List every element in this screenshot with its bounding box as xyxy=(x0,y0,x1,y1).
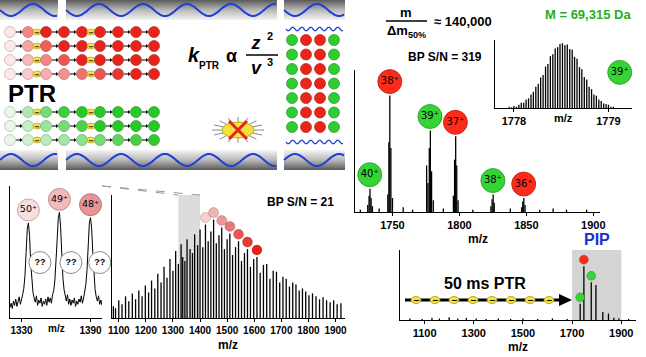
svg-text:PTR: PTR xyxy=(8,80,56,107)
svg-text:m/z: m/z xyxy=(554,112,573,124)
svg-text:1400: 1400 xyxy=(189,325,212,336)
svg-text:36⁺: 36⁺ xyxy=(515,178,533,189)
svg-text:−: − xyxy=(34,29,40,37)
svg-text:1800: 1800 xyxy=(297,325,320,336)
svg-text:m/z: m/z xyxy=(508,340,528,354)
svg-text:−: − xyxy=(489,296,496,305)
svg-text:PTR: PTR xyxy=(199,60,220,71)
svg-text:−: − xyxy=(88,109,94,117)
svg-text:−: − xyxy=(34,43,40,51)
svg-text:1300: 1300 xyxy=(462,327,486,339)
svg-text:−: − xyxy=(34,123,40,131)
svg-text:1330: 1330 xyxy=(10,325,33,336)
svg-text:v: v xyxy=(251,58,262,78)
svg-text:1500: 1500 xyxy=(216,325,239,336)
svg-text:50⁺: 50⁺ xyxy=(20,203,37,214)
svg-text:1100: 1100 xyxy=(413,327,437,339)
svg-text:α: α xyxy=(226,46,237,66)
svg-text:??: ?? xyxy=(34,257,45,267)
svg-text:1750: 1750 xyxy=(380,219,404,231)
svg-text:−: − xyxy=(88,123,94,131)
svg-text:38⁺: 38⁺ xyxy=(381,75,399,86)
svg-text:m: m xyxy=(400,5,412,20)
svg-text:−: − xyxy=(432,296,439,305)
svg-text:−: − xyxy=(34,57,40,65)
svg-text:−: − xyxy=(88,71,94,79)
svg-text:1900: 1900 xyxy=(609,327,633,339)
svg-text:−: − xyxy=(413,296,420,305)
svg-text:−: − xyxy=(88,43,94,51)
svg-text:1390: 1390 xyxy=(79,325,102,336)
svg-text:BP S/N = 319: BP S/N = 319 xyxy=(408,50,482,64)
svg-text:−: − xyxy=(470,296,477,305)
svg-text:M = 69,315 Da: M = 69,315 Da xyxy=(545,7,631,22)
svg-text:??: ?? xyxy=(94,257,105,267)
svg-text:−: − xyxy=(34,71,40,79)
svg-text:38⁺: 38⁺ xyxy=(484,174,502,185)
svg-text:≈ 140,000: ≈ 140,000 xyxy=(434,14,492,29)
svg-text:−: − xyxy=(451,296,458,305)
svg-text:m/z: m/z xyxy=(218,338,238,352)
svg-text:−: − xyxy=(546,296,553,305)
svg-text:1700: 1700 xyxy=(560,327,584,339)
svg-text:−: − xyxy=(34,109,40,117)
svg-text:−: − xyxy=(34,137,40,145)
svg-text:39⁺: 39⁺ xyxy=(421,110,439,121)
svg-text:−: − xyxy=(88,137,94,145)
svg-text:−: − xyxy=(88,57,94,65)
svg-text:BP S/N = 21: BP S/N = 21 xyxy=(267,195,334,209)
svg-text:m/z: m/z xyxy=(48,323,65,334)
svg-text:2: 2 xyxy=(267,30,273,42)
svg-text:1100: 1100 xyxy=(108,325,130,336)
svg-text:PIP: PIP xyxy=(584,231,610,248)
svg-text:??: ?? xyxy=(65,257,76,267)
svg-text:k: k xyxy=(188,44,200,66)
svg-text:−: − xyxy=(508,296,515,305)
svg-text:1700: 1700 xyxy=(270,325,293,336)
svg-text:m/z: m/z xyxy=(468,232,488,246)
svg-text:37⁺: 37⁺ xyxy=(446,116,464,127)
svg-text:1500: 1500 xyxy=(511,327,535,339)
svg-text:1900: 1900 xyxy=(324,325,347,336)
svg-text:z: z xyxy=(251,33,261,53)
svg-text:1600: 1600 xyxy=(243,325,266,336)
svg-text:1200: 1200 xyxy=(135,325,158,336)
svg-text:3: 3 xyxy=(267,56,273,68)
svg-text:1779: 1779 xyxy=(596,115,620,127)
svg-text:Δm​50%​: Δm​50%​ xyxy=(387,23,426,40)
svg-text:40⁺: 40⁺ xyxy=(361,168,379,179)
svg-text:1900: 1900 xyxy=(581,219,605,231)
svg-text:39⁺: 39⁺ xyxy=(611,66,629,77)
svg-text:1800: 1800 xyxy=(447,219,471,231)
svg-text:1778: 1778 xyxy=(502,115,526,127)
svg-text:1850: 1850 xyxy=(514,219,538,231)
svg-text:49⁺: 49⁺ xyxy=(51,193,68,204)
svg-text:−: − xyxy=(88,29,94,37)
svg-text:−: − xyxy=(527,296,534,305)
svg-text:1300: 1300 xyxy=(162,325,185,336)
svg-text:48⁺: 48⁺ xyxy=(82,198,99,209)
svg-text:50 ms PTR: 50 ms PTR xyxy=(444,275,526,292)
